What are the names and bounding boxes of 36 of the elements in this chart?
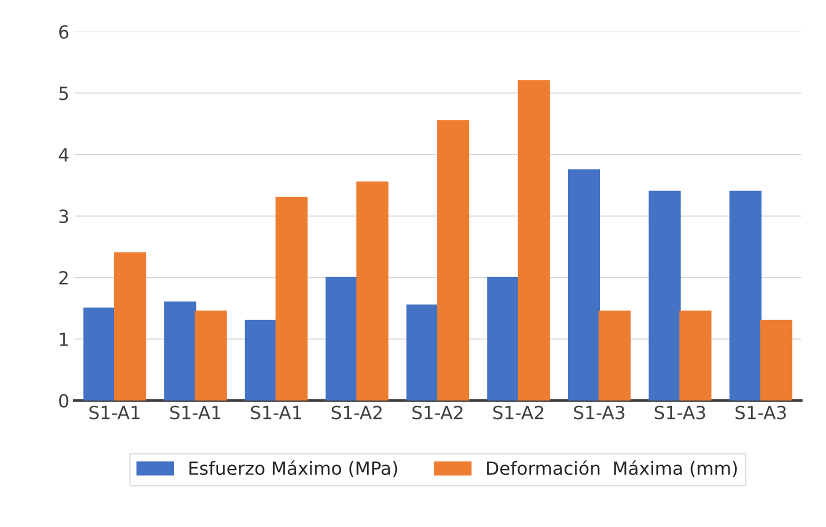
bar (679, 310, 712, 401)
bar (164, 301, 196, 401)
x-tick-label: S1-A1 (250, 406, 302, 420)
x-tick-label: S1-A1 (89, 406, 140, 420)
bar (598, 310, 631, 401)
bar (568, 169, 600, 401)
y-tick-label: 4 (58, 148, 68, 162)
x-tick-label: S1-A2 (332, 406, 382, 420)
bar (194, 310, 227, 401)
bar (326, 276, 358, 401)
y-tick-label: 1 (60, 332, 68, 346)
bar (276, 196, 308, 401)
bar (518, 80, 550, 401)
legend-label: Deformación Máxima (mm) (487, 460, 737, 478)
bar (487, 276, 520, 401)
bar (356, 182, 388, 401)
x-tick-label: S1-A3 (736, 406, 786, 420)
bar (114, 252, 146, 401)
bar (648, 190, 681, 401)
bar (437, 120, 470, 401)
bar (406, 304, 438, 401)
y-tick-label: 3 (59, 210, 68, 224)
y-tick-label: 6 (59, 25, 68, 39)
bar (83, 308, 116, 401)
x-tick-label: S1-A3 (654, 406, 706, 420)
bar (760, 320, 792, 401)
x-tick-label: S1-A3 (574, 406, 624, 420)
x-tick-label: S1-A1 (170, 406, 220, 420)
x-tick-label: S1-A2 (493, 406, 544, 420)
legend-label: Esfuerzo Máximo (MPa) (189, 460, 398, 478)
y-tick-label: 0 (59, 394, 68, 408)
bar (244, 320, 277, 401)
x-tick-label: S1-A2 (412, 406, 462, 420)
bar (729, 190, 762, 401)
y-tick-label: 5 (59, 86, 68, 100)
y-tick-label: 2 (59, 271, 68, 284)
